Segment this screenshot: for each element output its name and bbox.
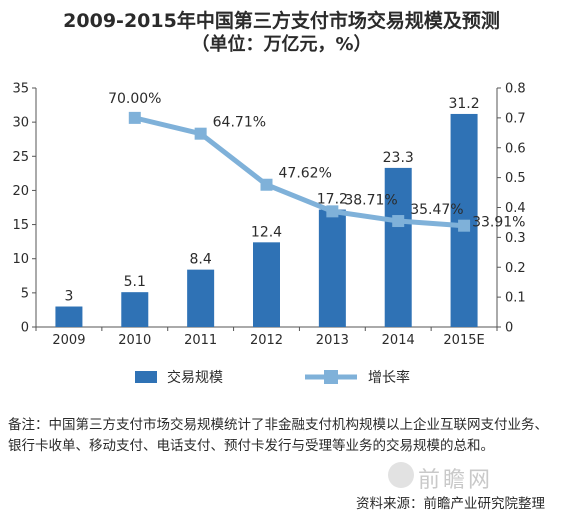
x-axis-tick-label: 2014 [382,333,415,348]
watermark-logo-icon [388,462,414,488]
growth-rate-line [134,115,465,229]
growth-rate-marker [260,178,273,191]
watermark-text: 前瞻网 [418,468,494,493]
bar [253,242,280,327]
left-axis-tick-label: 10 [12,252,29,267]
growth-rate-label: 35.47% [410,202,463,218]
left-axis-tick-label: 15 [12,218,29,233]
growth-rate-marker [392,215,405,228]
bar-value-label: 12.4 [251,224,282,240]
legend-bar-label: 交易规模 [167,369,223,386]
left-axis-tick-label: 20 [12,184,29,199]
chart-title: 2009-2015年中国第三方支付市场交易规模及预测 [63,10,500,32]
bar [55,306,83,327]
growth-rate-label: 47.62% [279,166,332,182]
bar [318,209,346,327]
x-axis-tick-label: 2010 [118,333,151,348]
source-text: 资料来源：前瞻产业研究院整理 [356,496,545,512]
growth-rate-label: 38.71% [344,192,397,208]
right-axis-tick-label: 0.7 [505,111,526,126]
bar [187,269,215,327]
bar-value-label: 17.2 [317,192,348,208]
left-axis-tick-label: 35 [12,82,29,97]
bar-value-label: 31.2 [448,96,479,112]
x-axis-tick-label: 2012 [250,333,283,348]
bar [121,292,149,327]
right-axis-tick-label: 0 [505,321,513,336]
growth-rate-marker [458,219,471,232]
growth-rate-label: 70.00% [108,91,161,107]
x-axis-tick-label: 2011 [184,333,217,348]
growth-rate-label: 64.71% [213,115,266,131]
right-axis-tick-label: 0.5 [505,171,526,186]
bar-value-label: 23.3 [383,150,414,166]
legend-bar-swatch [135,371,157,383]
x-axis-tick-label: 2009 [52,333,85,348]
growth-rate-marker [128,111,141,124]
bar-value-label: 3 [64,289,73,305]
right-axis-tick-label: 0.1 [505,291,526,306]
right-axis-tick-label: 0.3 [505,231,526,246]
footnote: 备注：中国第三方支付市场交易规模统计了非金融支付机构规模以上企业互联网支付业务、… [8,417,548,454]
chart-subtitle: （单位：万亿元，%） [191,34,372,55]
growth-rate-marker [194,127,207,140]
right-axis-tick-label: 0.8 [505,82,526,97]
left-axis-tick-label: 30 [12,116,29,131]
bar-value-label: 5.1 [124,274,146,290]
bar-value-label: 8.4 [190,252,212,268]
growth-rate-marker [326,205,339,218]
x-axis-tick-label: 2015E [443,333,484,348]
growth-rate-label: 33.91% [472,215,525,231]
left-axis-tick-label: 5 [21,286,29,301]
right-axis-tick-label: 0.2 [505,261,526,276]
right-axis-tick-label: 0.4 [505,201,526,216]
left-axis-tick-label: 0 [21,321,29,336]
bar [384,167,412,327]
right-axis-tick-label: 0.6 [505,141,526,156]
legend-line-marker [324,370,338,384]
chart-svg: 0 5 10 15 20 25 30 35 0 0.1 0.2 0.3 0.4 0.5 0.6 0.7 0.8 2… [12,82,526,387]
left-axis-tick-label: 25 [12,150,29,165]
legend-line-label: 增长率 [368,369,410,386]
x-axis-tick-label: 2013 [316,333,349,348]
